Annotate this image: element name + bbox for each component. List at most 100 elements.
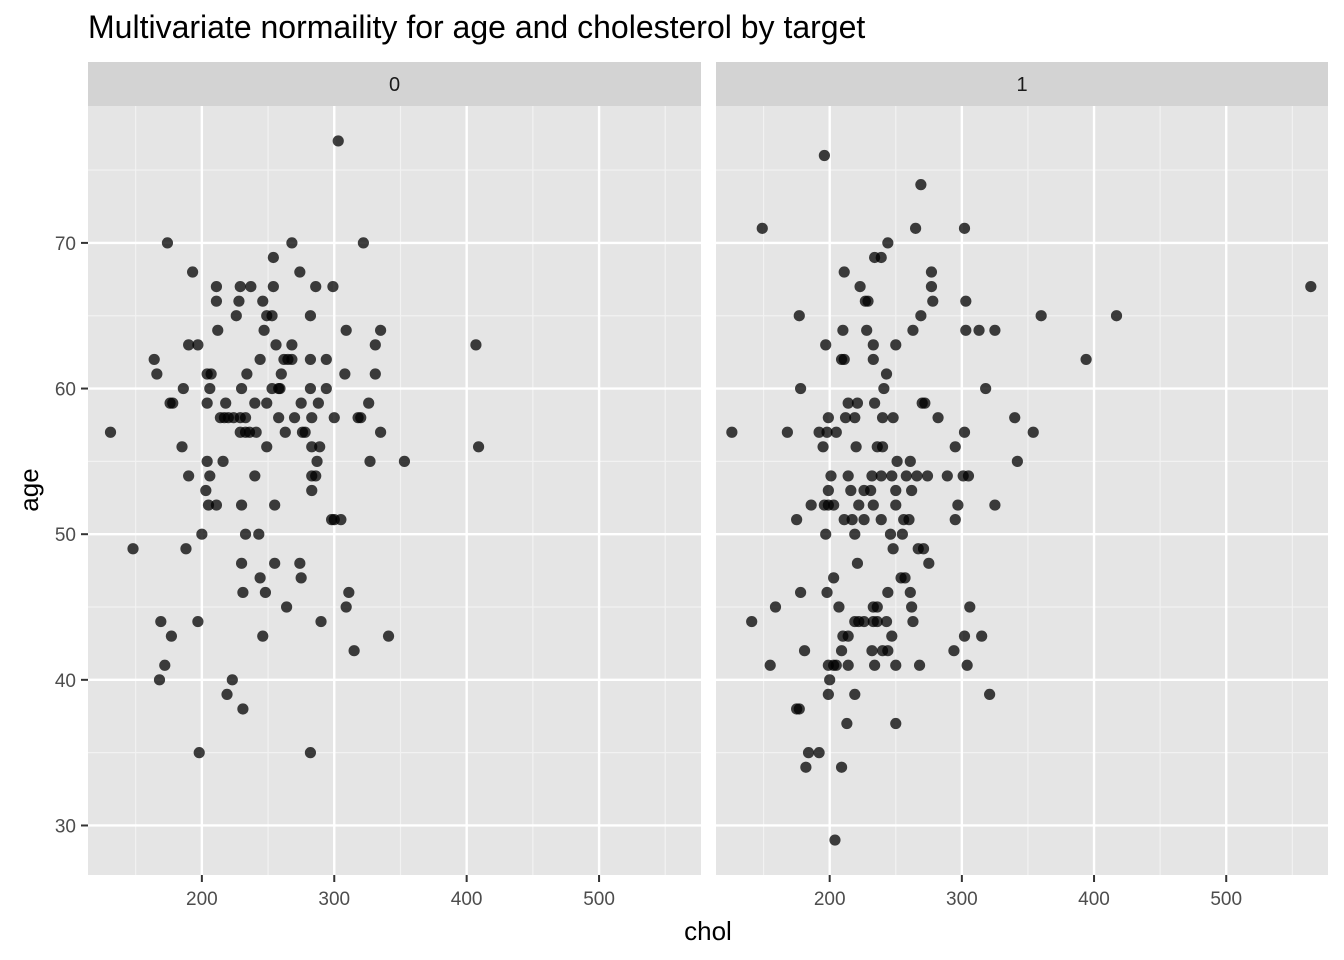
data-point (907, 615, 919, 628)
data-point (180, 543, 192, 555)
data-point (989, 499, 1001, 511)
data-point (254, 572, 266, 584)
data-point (850, 441, 862, 453)
data-point (854, 280, 866, 293)
data-point (886, 630, 898, 642)
data-point (193, 747, 205, 759)
data-point (962, 470, 975, 482)
data-point (183, 470, 195, 482)
data-point (878, 382, 890, 395)
data-points-1 (726, 149, 1317, 846)
data-point (764, 659, 776, 671)
data-point (153, 674, 166, 686)
data-point (838, 353, 850, 366)
y-tick-label: 40 (55, 671, 76, 692)
data-point (470, 339, 482, 351)
data-point (294, 266, 306, 278)
data-point (835, 761, 848, 773)
data-point (896, 528, 908, 540)
data-point (306, 484, 318, 497)
data-point (335, 514, 347, 526)
data-point (294, 557, 306, 569)
data-point (230, 310, 242, 322)
data-point (357, 237, 369, 249)
data-point (862, 295, 874, 307)
panel-background-1 (716, 106, 1328, 875)
data-point (919, 397, 931, 409)
x-axis-ticks-0: 200 300 400 500 (186, 875, 615, 910)
data-point (196, 528, 208, 540)
data-point (382, 630, 395, 642)
data-point (167, 397, 179, 409)
data-point (369, 339, 381, 351)
data-point (348, 645, 360, 657)
data-point (235, 557, 248, 569)
data-point (837, 324, 849, 336)
data-point (343, 586, 355, 599)
data-point (339, 368, 351, 380)
data-point (830, 426, 842, 438)
data-point (822, 412, 834, 424)
data-point (299, 426, 311, 438)
data-point (201, 455, 213, 467)
data-point (890, 659, 902, 671)
data-point (261, 441, 273, 453)
data-point (155, 615, 167, 628)
data-point (817, 441, 829, 453)
data-point (259, 586, 272, 599)
data-point (304, 747, 317, 759)
data-point (205, 368, 217, 380)
data-point (793, 310, 805, 322)
data-point (327, 280, 339, 293)
data-point (880, 368, 893, 380)
data-point (249, 470, 261, 482)
data-point (949, 514, 961, 526)
data-point (183, 339, 195, 351)
data-point (204, 382, 216, 395)
data-point (798, 645, 811, 657)
data-point (875, 470, 887, 482)
data-point (364, 455, 376, 467)
data-point (800, 761, 812, 773)
data-point (794, 586, 807, 599)
data-point (235, 499, 248, 511)
data-point (887, 412, 899, 424)
data-point (890, 499, 902, 511)
x-tick-label: 400 (451, 889, 483, 910)
data-point (295, 397, 307, 409)
data-point (235, 382, 248, 395)
data-point (746, 615, 758, 628)
data-point (369, 368, 381, 380)
data-point (250, 426, 262, 438)
data-point (186, 266, 199, 278)
y-tick-label: 50 (55, 525, 76, 546)
data-point (828, 499, 840, 511)
data-point (900, 470, 912, 482)
data-point (306, 412, 318, 424)
data-point (161, 237, 174, 249)
data-point (853, 499, 865, 511)
x-axis-title: chol (684, 916, 732, 946)
data-point (882, 586, 894, 599)
data-point (159, 659, 171, 671)
data-point (821, 426, 833, 438)
data-point (849, 528, 861, 540)
data-point (254, 353, 266, 366)
data-point (842, 659, 854, 671)
data-point (237, 586, 249, 599)
data-point (903, 514, 915, 526)
data-point (941, 470, 953, 482)
data-point (221, 688, 233, 701)
data-point (835, 645, 848, 657)
data-point (267, 280, 279, 293)
data-point (904, 586, 916, 599)
data-point (825, 470, 837, 482)
y-tick-label: 30 (55, 816, 76, 837)
data-point (949, 441, 961, 453)
data-point (925, 280, 938, 293)
data-point (239, 412, 252, 424)
data-point (257, 295, 269, 307)
data-point (315, 615, 327, 628)
data-point (849, 688, 861, 701)
